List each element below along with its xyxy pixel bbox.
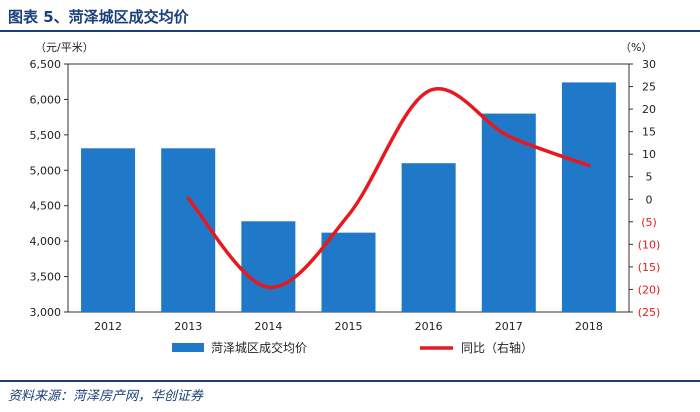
right-tick-label: 0	[646, 193, 653, 206]
left-tick-label: 3,000	[30, 306, 62, 319]
bar-2012	[81, 148, 136, 312]
footer-divider	[0, 380, 700, 382]
left-tick-label: 6,500	[30, 58, 62, 71]
bar-2014	[241, 221, 296, 312]
left-axis-unit: （元/平米）	[35, 41, 94, 54]
bar-2017	[481, 113, 536, 312]
x-tick-label: 2014	[254, 320, 282, 333]
right-tick-label: (5)	[641, 216, 657, 229]
left-tick-label: 4,000	[30, 235, 62, 248]
bar-2015	[321, 232, 376, 312]
legend-bar-swatch	[172, 343, 204, 352]
right-tick-label: 30	[642, 58, 656, 71]
bar-2018	[561, 82, 616, 312]
x-tick-label: 2012	[94, 320, 122, 333]
left-tick-label: 3,500	[30, 271, 62, 284]
left-tick-label: 5,500	[30, 129, 62, 142]
bar-2013	[161, 148, 216, 312]
bar-series	[81, 82, 616, 312]
right-tick-label: 5	[646, 171, 653, 184]
figure-title: 图表 5、菏泽城区成交均价	[8, 8, 189, 26]
bar-2016	[401, 163, 456, 312]
left-tick-label: 5,000	[30, 164, 62, 177]
source-note: 资料来源：菏泽房产网，华创证券	[8, 389, 204, 404]
right-axis-unit: （%）	[620, 41, 652, 54]
legend-bar-label: 菏泽城区成交均价	[211, 340, 307, 355]
left-tick-label: 4,500	[30, 200, 62, 213]
right-tick-label: 10	[642, 148, 656, 161]
right-tick-label: 20	[642, 103, 656, 116]
figure-header: 图表 5、菏泽城区成交均价	[0, 0, 700, 32]
yoy-line	[186, 87, 591, 289]
right-axis: (25) (20) (15) (10) (5) 0 5 10 15 20 25 30	[629, 58, 660, 319]
right-tick-label: 25	[642, 81, 656, 94]
right-tick-label: (20)	[638, 283, 661, 296]
x-tick-label: 2017	[495, 320, 523, 333]
right-tick-label: 15	[642, 126, 656, 139]
right-tick-label: (15)	[638, 261, 661, 274]
legend: 菏泽城区成交均价 同比（右轴）	[172, 340, 533, 355]
right-tick-label: (10)	[638, 238, 661, 251]
left-tick-label: 6,000	[30, 93, 62, 106]
combo-chart: （元/平米） （%） 3,000 3,500 4,000 4,500 5,000 5,50…	[30, 41, 661, 355]
right-tick-label: (25)	[638, 306, 661, 319]
legend-line-label: 同比（右轴）	[461, 340, 533, 355]
x-tick-label: 2015	[335, 320, 363, 333]
x-axis: 2012 2013 2014 2015 2016 2017 2018	[94, 320, 603, 333]
left-axis: 3,000 3,500 4,000 4,500 5,000 5,500 6,000 6,500	[30, 58, 68, 319]
x-tick-label: 2016	[415, 320, 443, 333]
x-tick-label: 2018	[575, 320, 603, 333]
x-tick-label: 2013	[174, 320, 202, 333]
